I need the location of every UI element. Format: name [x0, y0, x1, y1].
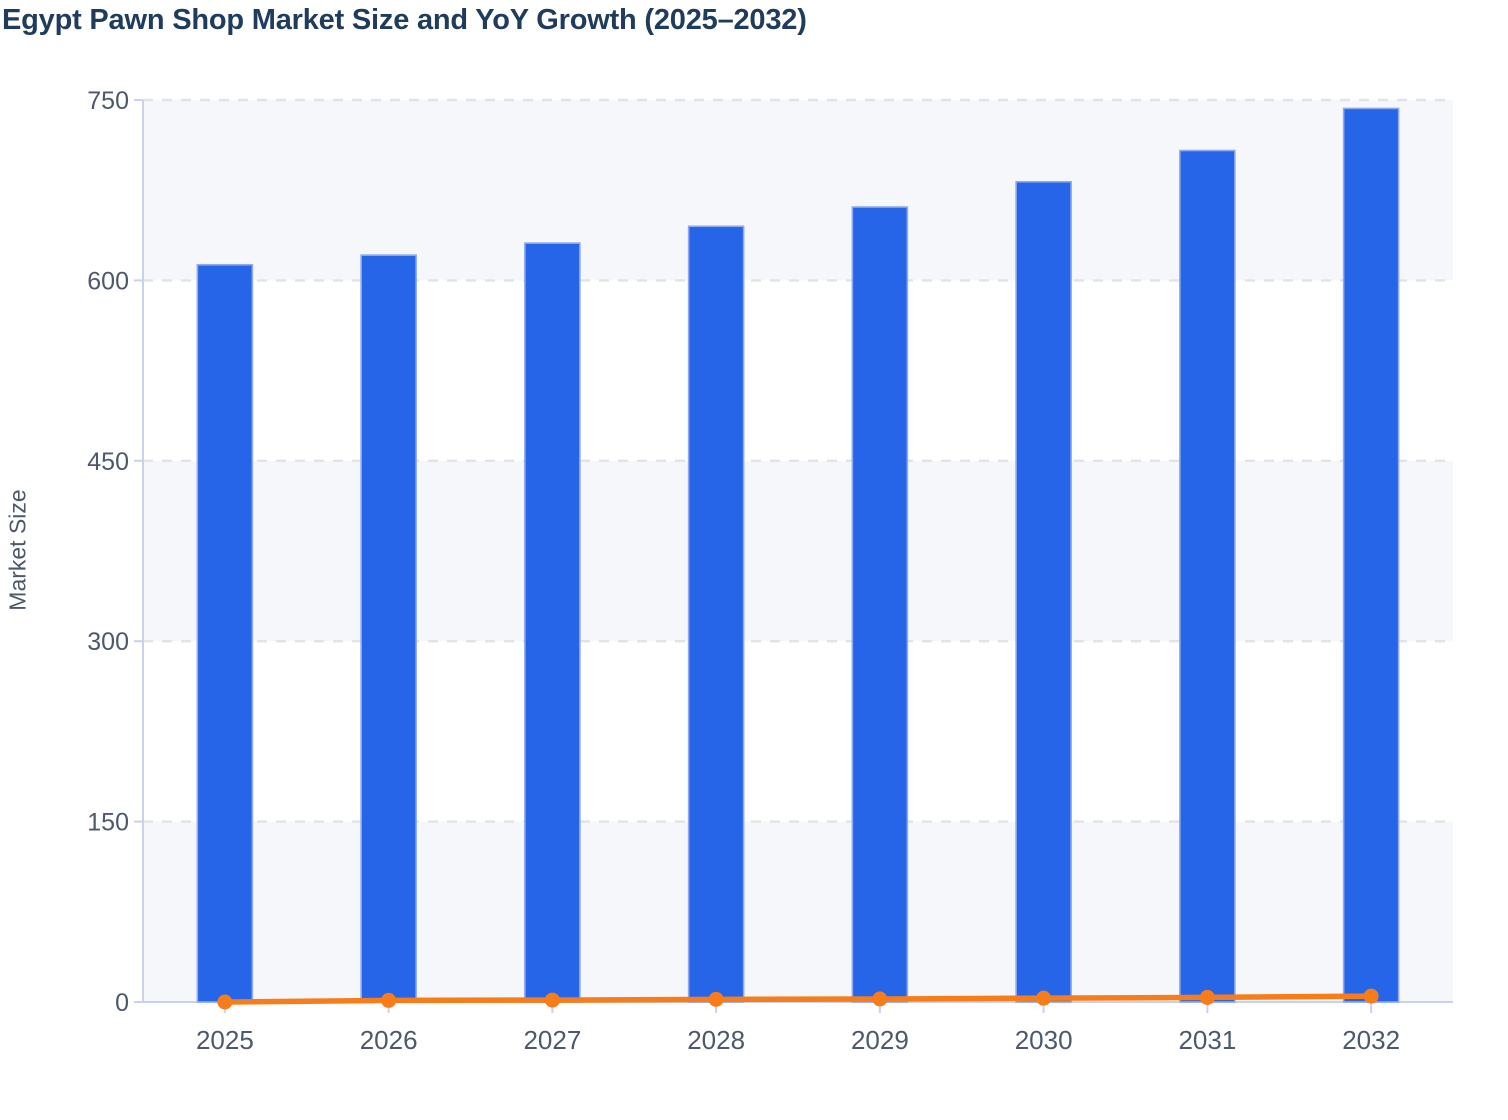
x-tick-label-2027: 2027 [523, 1025, 581, 1055]
yoy-point-2025[interactable] [217, 994, 233, 1010]
plot-band [143, 821, 1453, 1002]
yoy-point-2028[interactable] [708, 991, 724, 1007]
bar-2027[interactable] [524, 242, 581, 1003]
bar-2031[interactable] [1179, 149, 1236, 1003]
plot-band [143, 460, 1453, 642]
bar-2030[interactable] [1015, 180, 1072, 1003]
y-tick-label: 150 [87, 809, 129, 837]
bar-2026[interactable] [360, 254, 417, 1003]
x-tick-label-2031: 2031 [1178, 1025, 1236, 1055]
chart-title: Egypt Pawn Shop Market Size and YoY Grow… [2, 4, 807, 36]
bar-2032[interactable] [1342, 107, 1400, 1003]
yoy-point-2030[interactable] [1036, 990, 1052, 1006]
yoy-point-2031[interactable] [1199, 989, 1215, 1005]
plot-band [143, 100, 1453, 281]
bar-2028[interactable] [687, 225, 745, 1003]
yoy-point-2027[interactable] [544, 992, 560, 1008]
x-tick-label-2028: 2028 [687, 1025, 745, 1055]
yoy-point-2032[interactable] [1363, 988, 1379, 1004]
plot-band [143, 641, 1453, 822]
x-tick-label-2032: 2032 [1342, 1025, 1400, 1055]
yoy-point-2026[interactable] [381, 992, 397, 1008]
y-tick-label: 300 [87, 628, 129, 656]
x-tick-label-2029: 2029 [851, 1025, 909, 1055]
x-tick-label-2030: 2030 [1015, 1025, 1073, 1055]
bar-2029[interactable] [851, 206, 909, 1003]
y-tick-label: 750 [87, 87, 129, 115]
bar-2025[interactable] [196, 263, 254, 1003]
plot-band [143, 280, 1453, 461]
y-tick-label: 0 [115, 989, 129, 1017]
y-tick-label: 600 [87, 267, 129, 295]
yoy-point-2029[interactable] [872, 991, 888, 1007]
x-tick-label-2025: 2025 [196, 1025, 254, 1055]
y-tick-label: 450 [87, 448, 129, 476]
yoy-growth-line [222, 993, 1374, 1005]
x-tick-label-2026: 2026 [360, 1025, 418, 1055]
